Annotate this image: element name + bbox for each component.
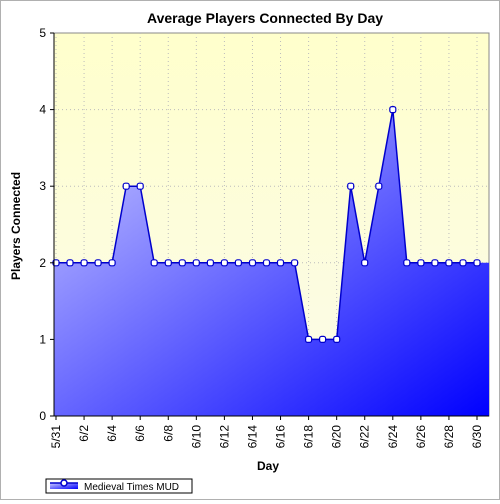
x-tick-label: 6/24 xyxy=(386,425,400,449)
x-tick-label: 6/18 xyxy=(302,425,316,449)
y-tick-label: 5 xyxy=(39,26,46,40)
data-point-marker xyxy=(206,259,214,267)
data-point-marker xyxy=(150,259,158,267)
legend-box xyxy=(45,478,193,494)
x-tick-label: 6/22 xyxy=(358,425,372,449)
x-tick-label: 6/30 xyxy=(470,425,484,449)
y-axis: 0 1 2 3 4 5 xyxy=(39,26,55,423)
x-tick-label: 6/6 xyxy=(133,425,147,442)
data-point-marker xyxy=(122,182,130,190)
data-point-marker xyxy=(459,259,467,267)
y-tick-label: 4 xyxy=(39,103,46,117)
data-point-marker xyxy=(431,259,439,267)
data-point-marker xyxy=(319,335,327,343)
data-point-marker xyxy=(305,335,313,343)
data-point-marker xyxy=(403,259,411,267)
data-point-marker xyxy=(473,259,481,267)
data-point-marker xyxy=(80,259,88,267)
data-point-marker xyxy=(94,259,102,267)
x-tick-label: 6/20 xyxy=(330,425,344,449)
y-tick-label: 1 xyxy=(39,332,46,346)
data-point-marker xyxy=(375,182,383,190)
x-axis: 5/31 6/2 6/4 6/6 6/8 6/10 6/12 6/14 6/16 6/18 6/20… xyxy=(49,415,489,449)
data-point-marker xyxy=(361,259,369,267)
data-point-marker xyxy=(66,259,74,267)
x-tick-label: 6/8 xyxy=(161,425,175,442)
data-point-marker xyxy=(234,259,242,267)
data-point-marker xyxy=(291,259,299,267)
x-tick-label: 6/10 xyxy=(189,425,203,449)
x-tick-label: 6/2 xyxy=(77,425,91,442)
data-point-marker xyxy=(136,182,144,190)
chart-title: Average Players Connected By Day xyxy=(147,10,383,26)
data-point-marker xyxy=(276,259,285,267)
x-tick-label: 6/4 xyxy=(105,425,119,442)
legend-marker xyxy=(60,479,68,487)
x-tick-label: 6/26 xyxy=(414,425,428,449)
x-tick-label: 5/31 xyxy=(49,425,63,449)
x-tick-label: 6/14 xyxy=(245,425,259,449)
series-marks xyxy=(52,105,481,343)
data-point-marker xyxy=(262,259,271,267)
data-point-marker xyxy=(389,105,397,114)
y-tick-label: 2 xyxy=(39,256,46,270)
data-point-marker xyxy=(192,259,200,267)
data-point-marker xyxy=(445,259,453,267)
legend: Medieval Times MUD xyxy=(45,478,193,494)
y-tick-label: 0 xyxy=(39,409,46,423)
data-point-marker xyxy=(248,259,257,267)
data-point-marker xyxy=(178,259,186,267)
data-point-marker xyxy=(417,259,425,267)
y-tick-label: 3 xyxy=(39,179,46,193)
data-point-marker xyxy=(333,335,341,343)
x-tick-label: 6/28 xyxy=(442,425,456,449)
legend-label: Medieval Times MUD xyxy=(84,482,179,493)
x-tick-label: 6/12 xyxy=(217,425,231,449)
y-axis-title: Players Connected xyxy=(9,172,23,280)
data-point-marker xyxy=(220,259,228,267)
data-point-marker xyxy=(108,259,116,267)
data-point-marker xyxy=(164,259,172,267)
x-axis-title: Day xyxy=(257,459,279,473)
data-point-marker xyxy=(347,182,355,190)
x-tick-label: 6/16 xyxy=(274,425,288,449)
